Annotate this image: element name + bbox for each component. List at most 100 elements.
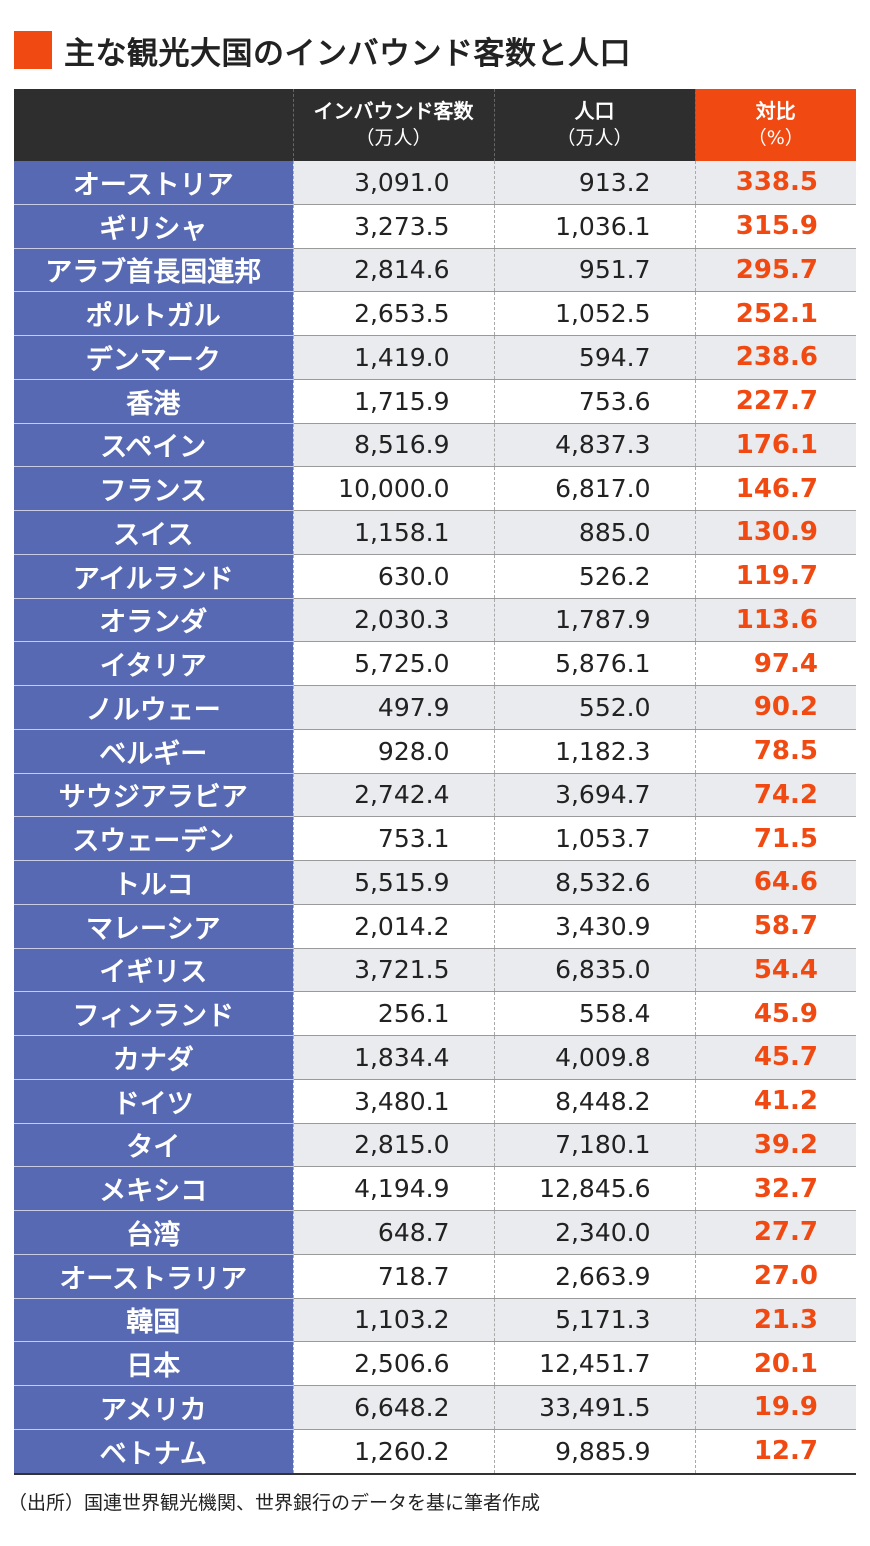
ratio-cell: 338.5 [694, 161, 856, 205]
header-country [14, 89, 293, 161]
population-cell: 594.7 [493, 335, 695, 380]
country-cell: サウジアラビア [14, 773, 293, 818]
inbound-cell: 5,515.9 [292, 860, 494, 905]
population-cell: 951.7 [493, 248, 695, 293]
ratio-cell: 315.9 [694, 204, 856, 249]
title-square-mark [14, 31, 52, 69]
population-cell: 7,180.1 [493, 1123, 695, 1168]
inbound-cell: 2,815.0 [292, 1123, 494, 1168]
inbound-cell: 1,158.1 [292, 510, 494, 555]
table-row: 香港 1,715.9 753.6 227.7 [14, 379, 856, 424]
population-cell: 6,835.0 [493, 948, 695, 993]
inbound-cell: 6,648.2 [292, 1385, 494, 1430]
inbound-cell: 1,419.0 [292, 335, 494, 380]
header-ratio-unit: （%） [747, 127, 804, 149]
country-cell: オランダ [14, 598, 293, 643]
header-ratio: 対比 （%） [694, 89, 856, 161]
country-cell: アイルランド [14, 554, 293, 599]
table-row: オーストラリア 718.7 2,663.9 27.0 [14, 1254, 856, 1299]
table-row: メキシコ 4,194.9 12,845.6 32.7 [14, 1166, 856, 1211]
table-row: ポルトガル 2,653.5 1,052.5 252.1 [14, 291, 856, 336]
ratio-cell: 227.7 [694, 379, 856, 424]
population-cell: 8,448.2 [493, 1079, 695, 1124]
source-note: （出所）国連世界観光機関、世界銀行のデータを基に筆者作成 [8, 1492, 541, 1514]
table-row: タイ 2,815.0 7,180.1 39.2 [14, 1123, 856, 1168]
ratio-cell: 97.4 [694, 641, 856, 686]
country-cell: 台湾 [14, 1210, 293, 1255]
table-row: デンマーク 1,419.0 594.7 238.6 [14, 335, 856, 380]
country-cell: アメリカ [14, 1385, 293, 1430]
page-title: 主な観光大国のインバウンド客数と人口 [64, 35, 631, 72]
inbound-cell: 648.7 [292, 1210, 494, 1255]
inbound-cell: 1,260.2 [292, 1429, 494, 1475]
table-row: オーストリア 3,091.0 913.2 338.5 [14, 161, 856, 205]
population-cell: 1,053.7 [493, 816, 695, 861]
inbound-cell: 1,103.2 [292, 1298, 494, 1343]
population-cell: 12,451.7 [493, 1341, 695, 1386]
country-cell: 日本 [14, 1341, 293, 1386]
inbound-cell: 1,834.4 [292, 1035, 494, 1080]
country-cell: ノルウェー [14, 685, 293, 730]
country-cell: ベトナム [14, 1429, 293, 1475]
country-cell: ドイツ [14, 1079, 293, 1124]
table-row: フランス 10,000.0 6,817.0 146.7 [14, 466, 856, 511]
title-bar: 主な観光大国のインバウンド客数と人口 [14, 26, 631, 74]
country-cell: アラブ首長国連邦 [14, 248, 293, 293]
country-cell: トルコ [14, 860, 293, 905]
country-cell: イギリス [14, 948, 293, 993]
country-cell: フランス [14, 466, 293, 511]
inbound-cell: 3,480.1 [292, 1079, 494, 1124]
population-cell: 885.0 [493, 510, 695, 555]
inbound-cell: 10,000.0 [292, 466, 494, 511]
inbound-cell: 2,014.2 [292, 904, 494, 949]
ratio-cell: 20.1 [694, 1341, 856, 1386]
ratio-cell: 74.2 [694, 773, 856, 818]
country-cell: タイ [14, 1123, 293, 1168]
inbound-cell: 1,715.9 [292, 379, 494, 424]
table-row: サウジアラビア 2,742.4 3,694.7 74.2 [14, 773, 856, 818]
table-row: ノルウェー 497.9 552.0 90.2 [14, 685, 856, 730]
table-row: 韓国 1,103.2 5,171.3 21.3 [14, 1298, 856, 1343]
table-row: イタリア 5,725.0 5,876.1 97.4 [14, 641, 856, 686]
table-row: イギリス 3,721.5 6,835.0 54.4 [14, 948, 856, 993]
ratio-cell: 78.5 [694, 729, 856, 774]
ratio-cell: 12.7 [694, 1429, 856, 1475]
table-row: ギリシャ 3,273.5 1,036.1 315.9 [14, 204, 856, 249]
country-cell: メキシコ [14, 1166, 293, 1211]
table-row: 日本 2,506.6 12,451.7 20.1 [14, 1341, 856, 1386]
population-cell: 3,694.7 [493, 773, 695, 818]
population-cell: 33,491.5 [493, 1385, 695, 1430]
inbound-cell: 2,814.6 [292, 248, 494, 293]
ratio-cell: 32.7 [694, 1166, 856, 1211]
inbound-cell: 5,725.0 [292, 641, 494, 686]
country-cell: ギリシャ [14, 204, 293, 249]
ratio-cell: 113.6 [694, 598, 856, 643]
inbound-cell: 2,742.4 [292, 773, 494, 818]
country-cell: カナダ [14, 1035, 293, 1080]
table-header-row: インバウンド客数 （万人） 人口 （万人） 対比 （%） [14, 89, 856, 161]
inbound-cell: 3,721.5 [292, 948, 494, 993]
population-cell: 2,340.0 [493, 1210, 695, 1255]
country-cell: スペイン [14, 423, 293, 468]
ratio-cell: 41.2 [694, 1079, 856, 1124]
country-cell: 韓国 [14, 1298, 293, 1343]
inbound-cell: 753.1 [292, 816, 494, 861]
population-cell: 6,817.0 [493, 466, 695, 511]
ratio-cell: 90.2 [694, 685, 856, 730]
ratio-cell: 130.9 [694, 510, 856, 555]
ratio-cell: 21.3 [694, 1298, 856, 1343]
header-inbound: インバウンド客数 （万人） [292, 89, 494, 161]
ratio-cell: 176.1 [694, 423, 856, 468]
country-cell: イタリア [14, 641, 293, 686]
header-population-unit: （万人） [556, 127, 633, 149]
population-cell: 9,885.9 [493, 1429, 695, 1475]
ratio-cell: 54.4 [694, 948, 856, 993]
country-cell: デンマーク [14, 335, 293, 380]
ratio-cell: 238.6 [694, 335, 856, 380]
table-row: マレーシア 2,014.2 3,430.9 58.7 [14, 904, 856, 949]
ratio-cell: 58.7 [694, 904, 856, 949]
population-cell: 4,009.8 [493, 1035, 695, 1080]
inbound-cell: 630.0 [292, 554, 494, 599]
inbound-cell: 3,091.0 [292, 161, 494, 205]
table-row: ベルギー 928.0 1,182.3 78.5 [14, 729, 856, 774]
